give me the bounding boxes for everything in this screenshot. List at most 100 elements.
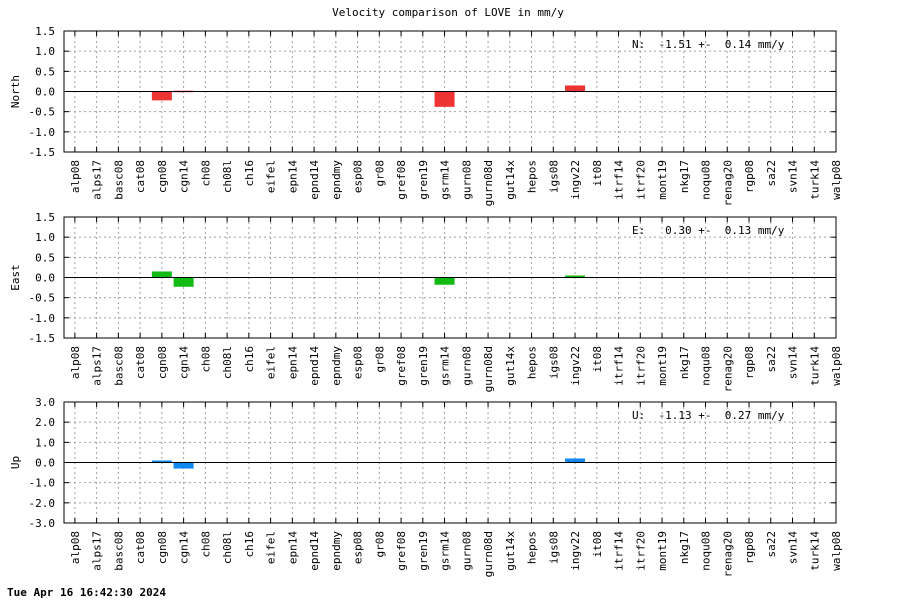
- y-tick-label: 1.0: [35, 45, 55, 58]
- x-tick-label: rgp08: [743, 160, 756, 193]
- y-tick-label: -3.0: [29, 517, 56, 530]
- y-tick-label: 0.5: [35, 65, 55, 78]
- x-tick-label: ch16: [243, 531, 256, 558]
- x-tick-label: turk14: [808, 531, 821, 571]
- x-tick-label: ingv22: [569, 531, 582, 571]
- x-tick-label: basc08: [112, 346, 125, 386]
- x-tick-label: alps17: [91, 160, 104, 200]
- x-tick-label: turk14: [808, 160, 821, 200]
- x-tick-label: igs08: [547, 346, 560, 379]
- x-tick-label: renag20: [721, 531, 734, 577]
- x-tick-label: esp08: [352, 346, 365, 379]
- x-tick-label: renag20: [721, 346, 734, 392]
- x-tick-label: nkg17: [678, 346, 691, 379]
- x-tick-label: noqu08: [700, 531, 713, 571]
- x-tick-label: gsrm14: [439, 531, 452, 571]
- bar-gsrm14: [434, 277, 455, 285]
- y-tick-label: 1.5: [35, 211, 55, 224]
- x-tick-label: nkg17: [678, 160, 691, 193]
- x-tick-label: itrf20: [634, 346, 647, 386]
- x-tick-label: alp08: [69, 160, 82, 193]
- x-tick-label: cgn14: [178, 160, 191, 193]
- x-tick-label: rgp08: [743, 346, 756, 379]
- x-tick-label: gref08: [395, 531, 408, 571]
- x-tick-label: epn14: [286, 346, 299, 379]
- plot-frame: [63, 216, 837, 339]
- x-tick-label: renag20: [721, 160, 734, 206]
- x-tick-label: gurn08d: [482, 160, 495, 206]
- x-tick-label: gurn08: [460, 346, 473, 386]
- y-tick-label: -1.5: [29, 332, 56, 345]
- panel-north: -1.5 -1.0 -0.5 0.0 0.5 1.0 1.5 alp08 alps17 basc0…: [9, 25, 843, 206]
- x-tick-label: mont19: [656, 346, 669, 386]
- bar-cgn08: [151, 271, 172, 278]
- x-tick-label: cgn08: [156, 346, 169, 379]
- y-axis-label: East: [9, 264, 22, 291]
- x-tick-label: itrf20: [634, 160, 647, 200]
- y-tick-label: 2.0: [35, 416, 55, 429]
- x-tick-label: it08: [591, 346, 604, 373]
- x-tick-label: noqu08: [700, 160, 713, 200]
- x-tick-label: cgn14: [178, 346, 191, 379]
- bar-cgn08: [151, 460, 172, 463]
- x-tick-label: epnd14: [308, 160, 321, 200]
- x-tick-label: igs08: [547, 531, 560, 564]
- x-tick-label: eifel: [265, 160, 278, 193]
- x-tick-label: turk14: [808, 346, 821, 386]
- y-tick-label: 0.5: [35, 251, 55, 264]
- x-tick-label: basc08: [112, 160, 125, 200]
- x-tick-label: cgn08: [156, 531, 169, 564]
- y-tick-label: -1.0: [29, 312, 56, 325]
- y-axis-label: North: [9, 75, 22, 108]
- y-tick-label: -1.0: [29, 126, 56, 139]
- y-tick-label: 3.0: [35, 396, 55, 409]
- x-tick-label: walp08: [830, 346, 843, 386]
- y-tick-label: -0.5: [29, 292, 56, 305]
- x-tick-label: alp08: [69, 531, 82, 564]
- x-tick-label: sa22: [765, 346, 778, 373]
- x-tick-label: ch08l: [221, 531, 234, 564]
- x-tick-label: esp08: [352, 160, 365, 193]
- velocity-annotation: U: -1.13 +- 0.27 mm/y: [632, 409, 785, 422]
- x-tick-label: ch08: [199, 531, 212, 558]
- y-tick-label: 1.0: [35, 231, 55, 244]
- x-tick-label: epndmy: [330, 531, 343, 571]
- x-tick-label: walp08: [830, 160, 843, 200]
- y-tick-label: -2.0: [29, 497, 56, 510]
- velocity-annotation: N: -1.51 +- 0.14 mm/y: [632, 38, 785, 51]
- y-tick-label: -1.0: [29, 477, 56, 490]
- y-tick-label: 1.0: [35, 436, 55, 449]
- x-tick-label: gurn08: [460, 531, 473, 571]
- x-tick-label: eifel: [265, 346, 278, 379]
- x-tick-label: itrf20: [634, 531, 647, 571]
- x-tick-label: ingv22: [569, 160, 582, 200]
- y-axis-label: Up: [9, 456, 22, 469]
- y-tick-label: 0.0: [35, 457, 55, 470]
- plot-frame: [63, 401, 837, 524]
- x-tick-label: itrf14: [613, 160, 626, 200]
- x-tick-label: alps17: [91, 531, 104, 571]
- x-tick-label: itrf14: [613, 531, 626, 571]
- velocity-annotation: E: 0.30 +- 0.13 mm/y: [632, 224, 785, 237]
- x-tick-label: ch08: [199, 346, 212, 373]
- x-tick-label: igs08: [547, 160, 560, 193]
- x-tick-label: epn14: [286, 531, 299, 564]
- bar-cgn14: [173, 462, 194, 469]
- x-tick-label: gr08: [373, 531, 386, 558]
- x-tick-label: mont19: [656, 160, 669, 200]
- x-tick-label: epnd14: [308, 531, 321, 571]
- x-tick-label: hepos: [526, 346, 539, 379]
- y-tick-label: 0.0: [35, 86, 55, 99]
- x-tick-label: esp08: [352, 531, 365, 564]
- x-tick-label: cat08: [134, 346, 147, 379]
- x-tick-label: epndmy: [330, 346, 343, 386]
- x-tick-label: gren19: [417, 346, 430, 386]
- x-tick-label: ch08: [199, 160, 212, 187]
- x-tick-label: epndmy: [330, 160, 343, 200]
- x-tick-label: svn14: [787, 531, 800, 564]
- chart-title: Velocity comparison of LOVE in mm/y: [332, 6, 564, 19]
- x-tick-label: ch08l: [221, 346, 234, 379]
- y-tick-label: 0.0: [35, 272, 55, 285]
- bar-cgn14: [173, 277, 194, 287]
